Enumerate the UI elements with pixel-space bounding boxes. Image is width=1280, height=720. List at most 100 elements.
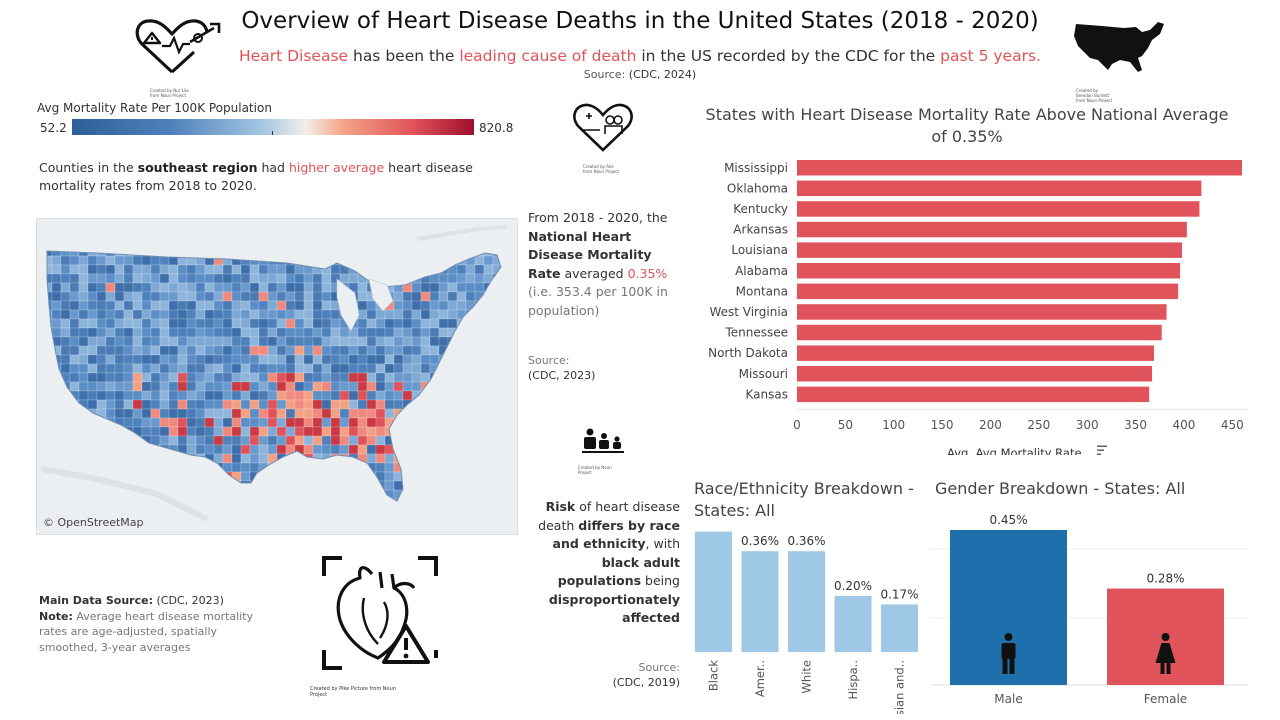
county-cell	[330, 345, 341, 356]
county-cell	[321, 399, 332, 410]
map-attribution[interactable]: © OpenStreetMap	[43, 516, 144, 529]
county-cell	[249, 273, 260, 284]
county-cell	[78, 273, 89, 284]
county-cell	[204, 354, 215, 365]
county-cell	[105, 264, 116, 275]
county-cell	[231, 453, 242, 464]
legend-min: 52.2	[40, 121, 67, 135]
county-cell	[114, 345, 125, 356]
icon-credit: Created by Nur Lila from Noun Project	[150, 88, 189, 98]
county-cell	[294, 390, 305, 401]
county-cell	[114, 372, 125, 383]
county-choropleth-map[interactable]	[36, 218, 518, 535]
county-cell	[141, 318, 152, 329]
county-cell	[213, 282, 224, 293]
county-cell	[348, 363, 359, 374]
county-cell	[312, 417, 323, 428]
county-cell	[141, 345, 152, 356]
county-cell	[105, 408, 116, 419]
county-cell	[411, 363, 422, 374]
county-cell	[438, 291, 449, 302]
states-bar-chart[interactable]: Mississippi Oklahoma Kentucky Arkansas Louis…	[690, 155, 1260, 455]
county-cell	[258, 264, 269, 275]
state-bar	[797, 366, 1153, 382]
county-cell	[123, 255, 134, 266]
x-tick-label: 100	[882, 418, 905, 432]
county-cell	[402, 345, 413, 356]
county-cell	[87, 345, 98, 356]
county-cell	[87, 390, 98, 401]
county-cell	[51, 327, 62, 338]
county-cell	[330, 408, 341, 419]
county-cell	[249, 372, 260, 383]
county-cell	[393, 336, 404, 347]
county-cell	[267, 309, 278, 320]
county-cell	[330, 390, 341, 401]
county-cell	[213, 327, 224, 338]
county-cell	[312, 327, 323, 338]
county-cell	[177, 273, 188, 284]
county-cell	[303, 372, 314, 383]
source-value: (CDC, 2024)	[628, 68, 697, 81]
county-cell	[384, 318, 395, 329]
main-source-value: (CDC, 2023)	[152, 594, 224, 607]
national-text: averaged	[560, 265, 628, 281]
x-tick-label: 450	[1221, 418, 1244, 432]
county-cell	[114, 390, 125, 401]
county-cell	[258, 354, 269, 365]
map-description: Counties in the southeast region had hig…	[39, 159, 519, 195]
county-cell	[132, 363, 143, 374]
state-label: Montana	[736, 284, 788, 298]
county-cell	[240, 273, 251, 284]
county-cell	[420, 345, 431, 356]
county-cell	[402, 291, 413, 302]
icon-credit: Created by Alie from Noun Project	[583, 164, 620, 174]
county-cell	[303, 300, 314, 311]
county-cell	[204, 444, 215, 455]
county-cell	[258, 372, 269, 383]
county-cell	[267, 264, 278, 275]
county-cell	[222, 426, 233, 437]
county-cell	[96, 255, 107, 266]
county-cell	[123, 291, 134, 302]
county-cell	[285, 435, 296, 446]
county-cell	[249, 264, 260, 275]
county-cell	[321, 390, 332, 401]
county-cell	[240, 390, 251, 401]
county-cell	[267, 363, 278, 374]
county-cell	[348, 417, 359, 428]
county-cell	[159, 291, 170, 302]
county-cell	[78, 345, 89, 356]
national-source: Source: (CDC, 2023)	[528, 353, 595, 383]
county-cell	[276, 399, 287, 410]
county-cell	[69, 372, 80, 383]
county-cell	[366, 435, 377, 446]
county-cell	[231, 264, 242, 275]
county-cell	[123, 381, 134, 392]
county-cell	[78, 363, 89, 374]
county-cell	[267, 354, 278, 365]
county-cell	[159, 282, 170, 293]
race-bar-chart[interactable]: 0.43% Black 0.36% Amer.. 0.36% White 0.20% Hisp…	[690, 528, 922, 714]
county-cell	[105, 273, 116, 284]
x-tick-label: 150	[931, 418, 954, 432]
county-cell	[51, 300, 62, 311]
county-cell	[312, 390, 323, 401]
county-cell	[249, 282, 260, 293]
page-title: Overview of Heart Disease Deaths in the …	[241, 8, 1039, 34]
county-cell	[105, 345, 116, 356]
county-cell	[348, 444, 359, 455]
county-cell	[267, 300, 278, 311]
county-cell	[420, 354, 431, 365]
county-cell	[114, 408, 125, 419]
county-cell	[447, 282, 458, 293]
county-cell	[258, 273, 269, 284]
county-cell	[204, 408, 215, 419]
county-cell	[168, 426, 179, 437]
county-cell	[240, 426, 251, 437]
county-cell	[330, 363, 341, 374]
county-cell	[384, 462, 395, 473]
county-cell	[330, 309, 341, 320]
county-cell	[402, 327, 413, 338]
gender-bar-chart[interactable]: 0.45% Male 0.28% Female	[930, 505, 1250, 714]
